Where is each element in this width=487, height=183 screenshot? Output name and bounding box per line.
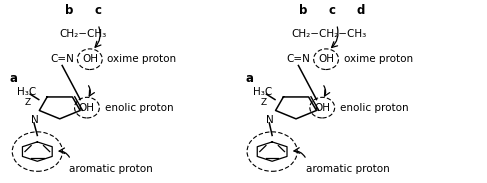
- Text: a: a: [246, 72, 254, 85]
- Text: oxime proton: oxime proton: [344, 54, 413, 64]
- Text: OH: OH: [318, 54, 335, 64]
- Text: H₃C: H₃C: [253, 87, 272, 96]
- Text: Z: Z: [25, 98, 31, 107]
- Text: Z: Z: [260, 98, 266, 107]
- Text: CH₂−CH₃: CH₂−CH₃: [60, 29, 107, 39]
- Text: oxime proton: oxime proton: [108, 54, 177, 64]
- Text: C=N: C=N: [50, 54, 74, 64]
- Text: C=N: C=N: [286, 54, 310, 64]
- Text: H₃C: H₃C: [17, 87, 36, 96]
- Text: OH: OH: [79, 103, 95, 113]
- Text: aromatic proton: aromatic proton: [69, 164, 153, 174]
- Text: enolic proton: enolic proton: [105, 103, 174, 113]
- Text: d: d: [356, 4, 365, 17]
- Text: b: b: [299, 4, 307, 17]
- Text: N: N: [266, 115, 274, 125]
- Text: b: b: [65, 4, 74, 17]
- Text: aromatic proton: aromatic proton: [305, 164, 389, 174]
- Text: OH: OH: [82, 54, 98, 64]
- Text: enolic proton: enolic proton: [340, 103, 409, 113]
- Text: c: c: [328, 4, 335, 17]
- Text: OH: OH: [314, 103, 330, 113]
- Text: N: N: [31, 115, 39, 125]
- Text: c: c: [94, 4, 101, 17]
- Text: a: a: [10, 72, 18, 85]
- Text: CH₂−CH₂−CH₃: CH₂−CH₂−CH₃: [291, 29, 367, 39]
